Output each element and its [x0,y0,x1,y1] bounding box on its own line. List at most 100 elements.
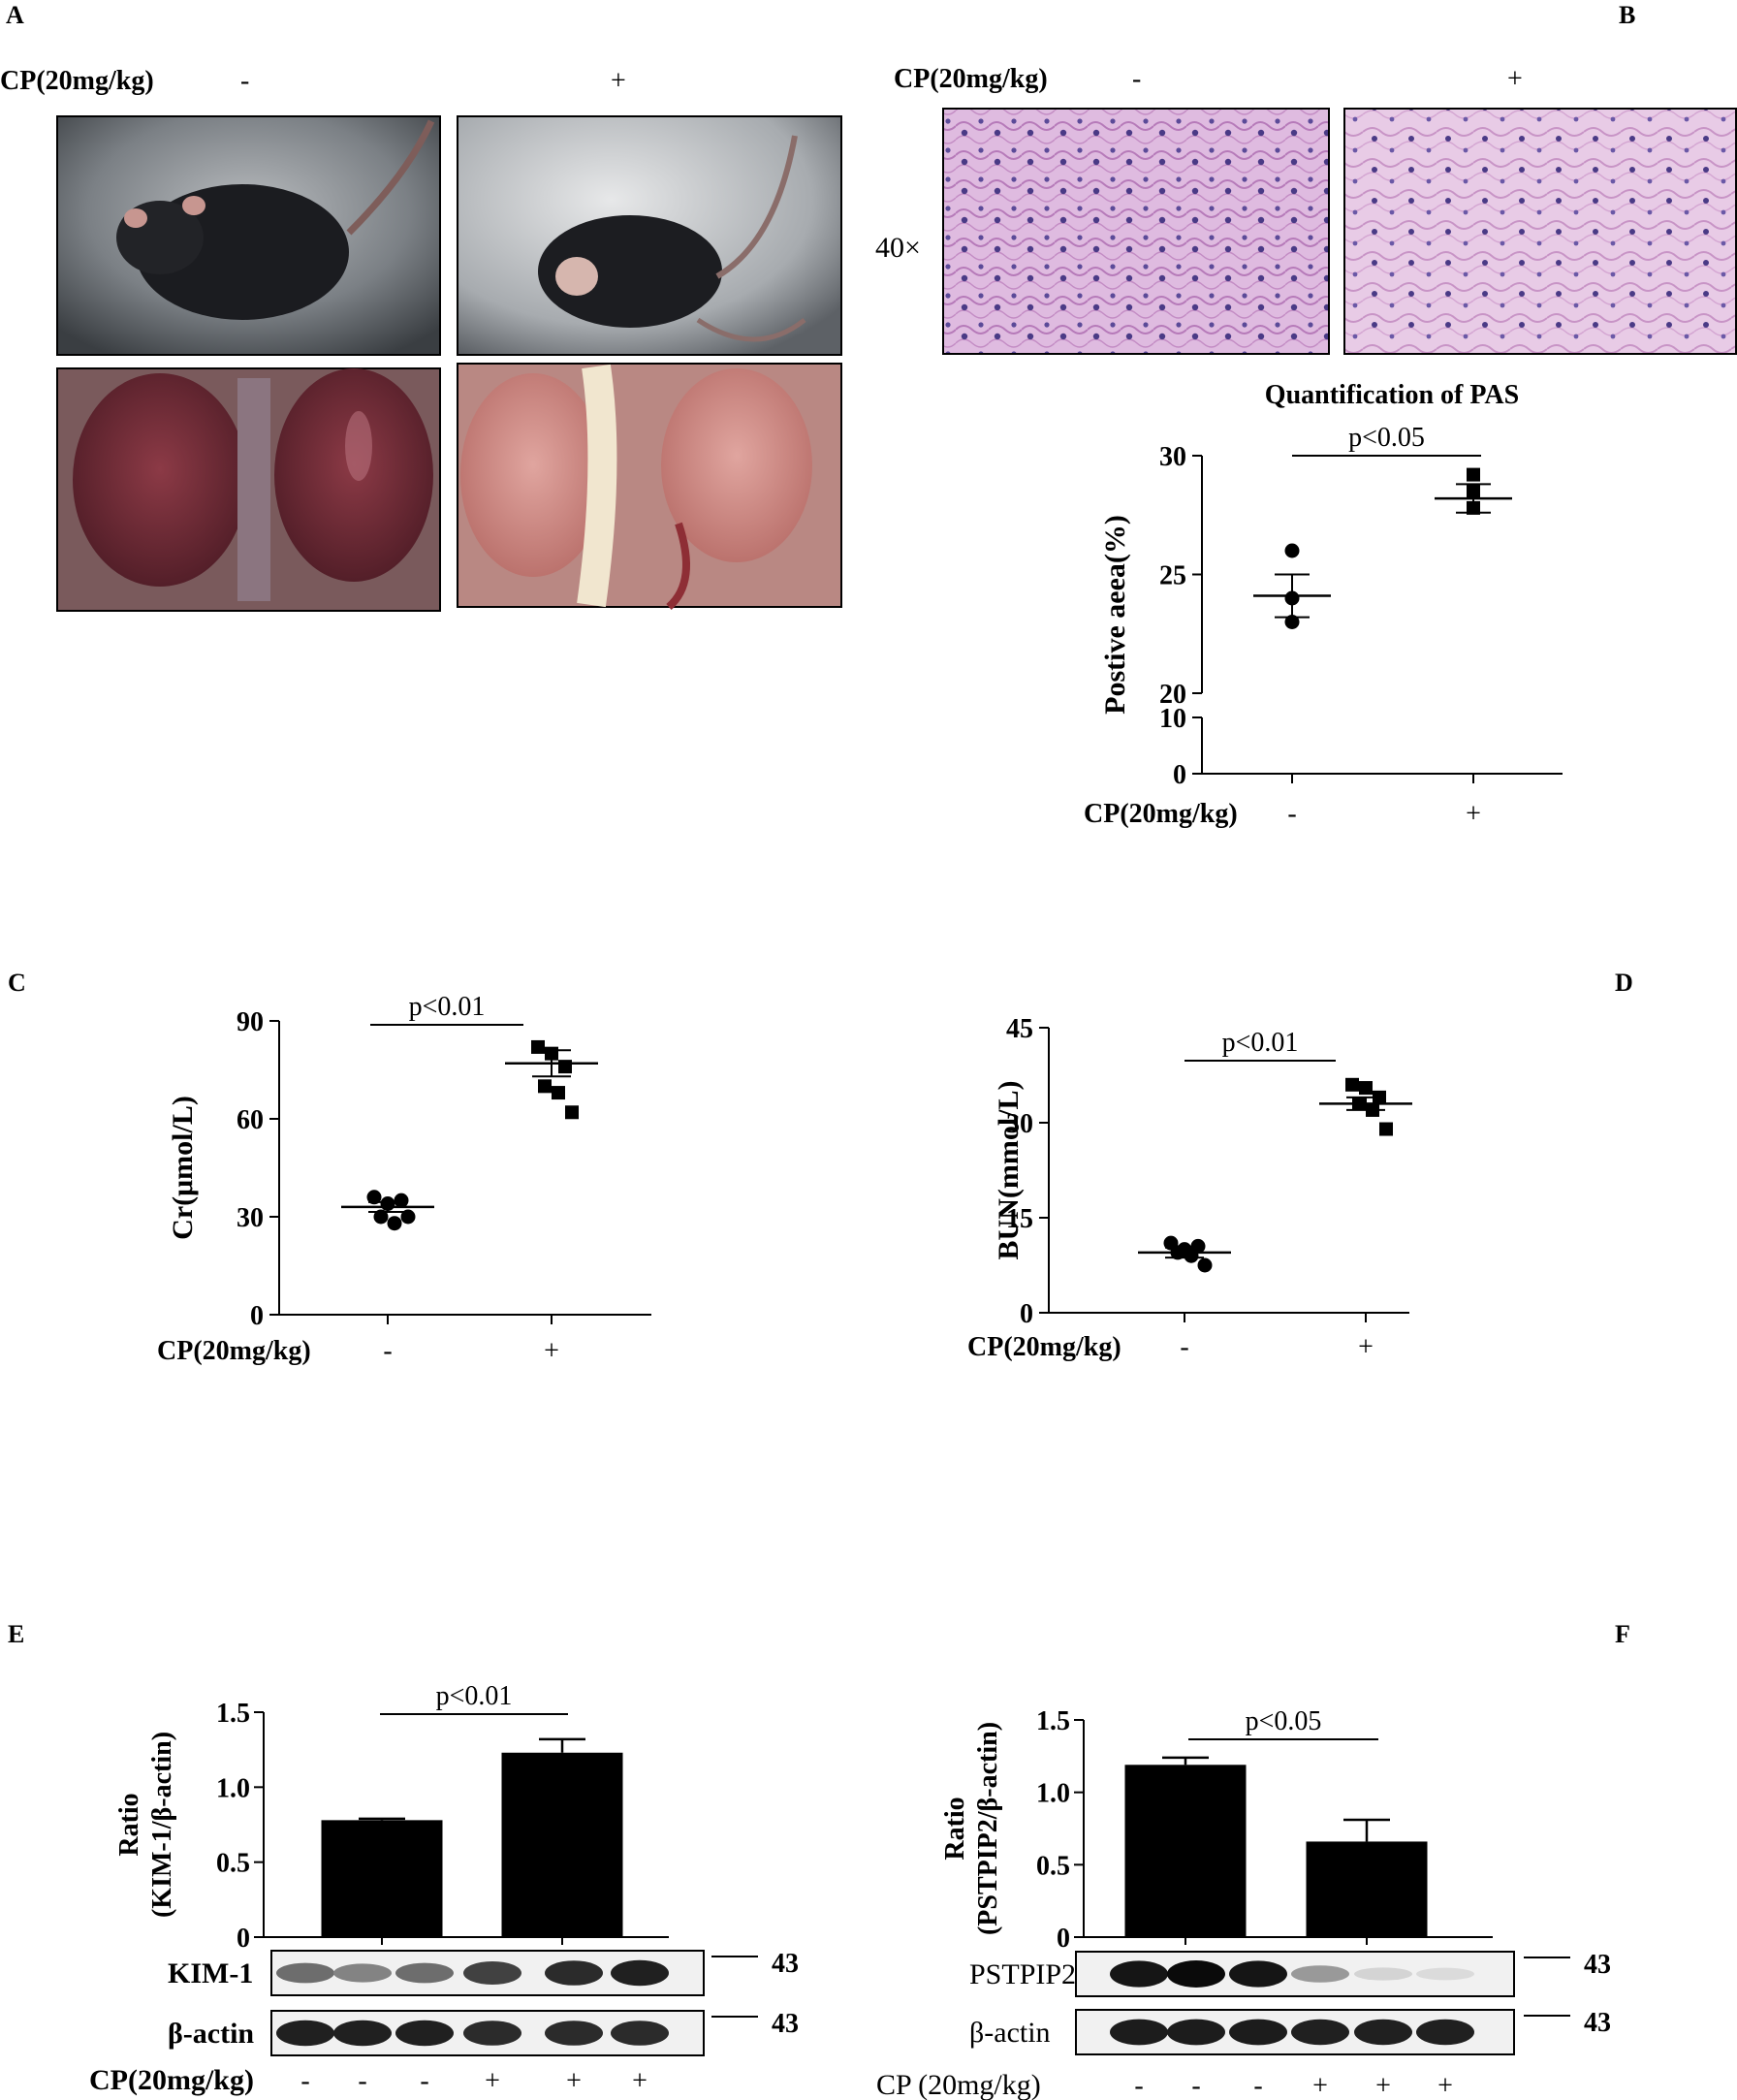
lane-sign: - [300,2066,309,2096]
x-axis-label: CP(20mg/kg) [157,1336,311,1366]
blot-band [1167,2019,1225,2046]
lane-sign: + [485,2066,500,2096]
y-tick-label: 30 [1006,1109,1033,1139]
y-tick-label: 1.5 [1036,1706,1070,1736]
panel-letter-f: F [1615,1620,1630,1648]
y-tick-label: 20 [1159,680,1186,710]
cp-neg-sign-b: - [1132,64,1141,94]
blot-band [1416,2019,1474,2046]
blot-band [1110,2019,1168,2046]
panel-letter-c: C [8,969,26,997]
y-tick-label: 25 [1159,561,1186,591]
blot-band [1354,2019,1412,2046]
lane-sign: - [1253,2071,1262,2100]
y-tick-label: 45 [1006,1014,1033,1044]
data-point-cisplatin [552,1086,565,1100]
data-point-control [1197,1257,1213,1273]
blot-band [1167,1960,1225,1988]
significance-label: p<0.01 [436,1681,513,1711]
y-axis-label: Cr(μmol/L) [167,1096,199,1240]
data-point-control [400,1209,416,1225]
x-tick-label: + [544,1336,559,1366]
data-point-control [394,1193,409,1208]
blot-band [276,2020,334,2047]
mw-label: 43 [772,1949,799,1979]
bar [501,1752,623,1937]
data-point-control [1284,615,1300,629]
y-tick-label: 0.5 [216,1849,250,1879]
bar [321,1820,443,1937]
y-tick-label: 0 [237,1924,250,1954]
bar [1306,1841,1428,1937]
x-tick-label: + [1358,1332,1374,1362]
mw-label: 43 [1584,1950,1611,1980]
data-point-control [387,1216,402,1231]
western-blot-pstpip2: PSTPIP2 43 β-actin 43 CP (20mg/kg) - - - + + + [876,1950,1611,2100]
chart-title: Quantification of PAS [1265,380,1519,410]
y-tick-label: 10 [1159,704,1186,734]
panel-letter-d: D [1615,969,1633,997]
y-tick-label: 0 [1057,1924,1070,1954]
y-tick-label: 1.0 [216,1773,250,1803]
blot-band [545,2020,603,2046]
data-point-control [366,1190,382,1205]
kidney-photo-cisplatin [457,363,842,611]
cp-neg-sign-a: - [240,66,249,96]
y-tick-label: 1.0 [1036,1779,1070,1809]
significance-label: p<0.01 [1222,1028,1299,1058]
panel-f: F 0 0.5 1.0 1.5 Ratio (PSTPIP2/β-actin) p<0.05… [876,1620,1630,2100]
data-point-control [1284,543,1300,558]
chart-kim1-ratio: 0 0.5 1.0 1.5 Ratio (KIM-1/β-actin) p<0.01 [114,1681,669,1954]
y-axis-label: Postive aeea(%) [1099,515,1131,715]
blot-band [333,1963,392,1983]
x-tick-label: - [1287,799,1296,829]
panel-letter-e: E [8,1620,24,1648]
lane-sign: + [1375,2071,1391,2100]
lane-sign: - [1191,2071,1200,2100]
blot-band [276,1962,334,1984]
magnification-label: 40× [875,232,921,264]
mouse-photo-cisplatin [457,115,842,356]
x-axis-label: CP(20mg/kg) [1084,799,1238,829]
mouse-photo-control [56,115,441,356]
panel-c: C 0 30 60 90 Cr(μmol/L) CP(20mg/kg) - + p<0.01 [8,969,651,1366]
blot-band [545,1960,603,1986]
cp-label-b: CP(20mg/kg) [894,64,1048,94]
data-point-control [373,1209,389,1225]
blot-row-label: β-actin [969,2017,1051,2049]
y-tick-label: 30 [237,1203,264,1233]
y-tick-label: 0 [1173,760,1186,790]
y-axis-label: Ratio (PSTPIP2/β-actin) [940,1722,1003,1935]
panel-letter-a: A [6,1,24,29]
lane-sign: + [566,2066,582,2096]
blot-band [1229,1960,1287,1988]
blot-band [611,1959,669,1987]
lane-sign: - [1134,2071,1143,2100]
lane-sign: - [420,2066,428,2096]
lane-sign: + [632,2066,647,2096]
data-point-cisplatin [1359,1081,1373,1096]
significance-label: p<0.05 [1246,1706,1322,1736]
blot-row-label: PSTPIP2 [969,1958,1076,1990]
data-point-cisplatin [531,1039,545,1054]
cp-dose-label: CP (20mg/kg) [876,2069,1041,2100]
mw-label: 43 [772,2009,799,2039]
data-point-cisplatin [558,1060,572,1074]
blot-row-label: KIM-1 [168,1957,253,1989]
panel-d: D 0 15 30 45 BUN(mmol/L) CP(20mg/kg) - + p<0.01 [967,969,1633,1362]
blot-band [395,1962,454,1984]
lane-sign: + [1437,2071,1453,2100]
y-tick-label: 0 [1020,1299,1033,1329]
y-tick-label: 0.5 [1036,1851,1070,1881]
y-axis-label: BUN(mmol/L) [993,1081,1025,1260]
panel-a: A CP(20mg/kg) - + [0,1,842,612]
panel-e: E 0 0.5 1.0 1.5 Ratio (KIM-1/β-actin) p<0.01 K… [8,1620,799,2096]
data-point-control [1184,1248,1199,1263]
y-tick-label: 15 [1006,1204,1033,1234]
blot-band [1291,2019,1349,2046]
blot-band [333,2020,392,2047]
chart-bun: 0 15 30 45 BUN(mmol/L) CP(20mg/kg) - + p<0.01 [967,1014,1412,1362]
blot-band [1416,1967,1474,1981]
